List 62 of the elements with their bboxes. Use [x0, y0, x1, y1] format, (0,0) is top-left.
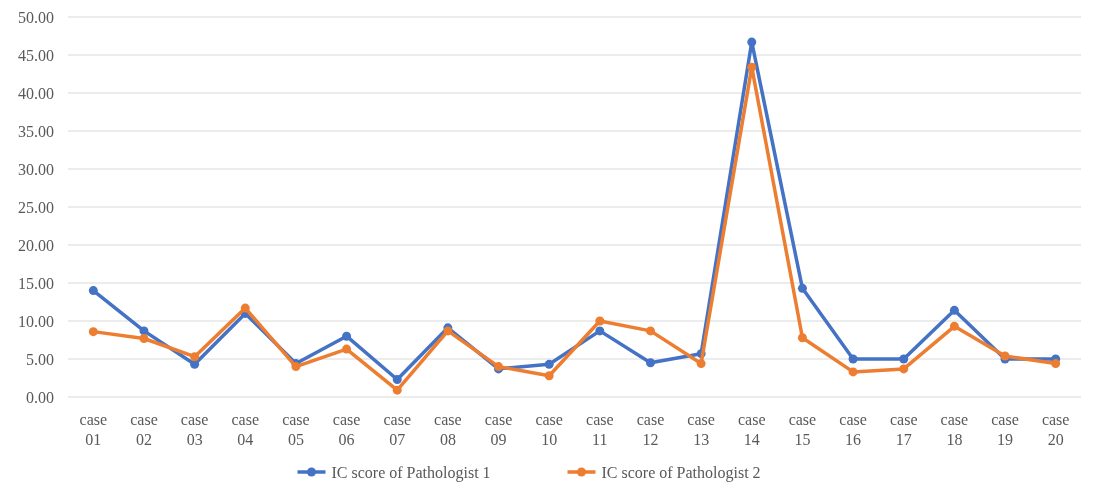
y-tick-label: 25.00 [18, 198, 54, 216]
y-tick-label: 20.00 [18, 236, 54, 254]
point [544, 371, 554, 381]
x-tick-label: case 13 [687, 411, 715, 448]
y-tick-label: 40.00 [18, 84, 54, 102]
x-tick-label: case 17 [889, 411, 918, 448]
point [544, 359, 554, 369]
point [949, 305, 959, 315]
y-tick-label: 0.00 [26, 388, 54, 406]
point [88, 327, 98, 337]
point [1051, 359, 1061, 369]
x-tick-label: case 05 [282, 411, 310, 448]
point [88, 286, 98, 296]
x-tick-label: case 18 [940, 411, 969, 448]
point [342, 344, 352, 354]
point [899, 364, 909, 374]
legend-label: IC score of Pathologist 2 [601, 463, 761, 482]
point [139, 333, 149, 343]
point [595, 326, 605, 336]
y-tick-label: 5.00 [26, 350, 54, 368]
x-tick-label: case 20 [1041, 411, 1070, 448]
point [190, 352, 200, 362]
point [848, 354, 858, 364]
y-tick-label: 10.00 [18, 312, 54, 330]
point [392, 385, 402, 395]
y-tick-label: 35.00 [18, 122, 54, 140]
point [645, 358, 655, 368]
point [848, 367, 858, 377]
y-tick-label: 30.00 [18, 160, 54, 178]
point [190, 359, 200, 369]
point [240, 303, 250, 313]
point [747, 62, 757, 72]
point [797, 283, 807, 293]
point [747, 37, 757, 47]
y-tick-label: 15.00 [18, 274, 54, 292]
point [696, 359, 706, 369]
x-tick-label: case 06 [332, 411, 361, 448]
y-tick-label: 50.00 [18, 8, 54, 26]
x-tick-label: case 09 [484, 411, 513, 448]
x-tick-label: case 02 [130, 411, 158, 448]
x-tick-label: case 07 [383, 411, 411, 448]
point [595, 316, 605, 326]
x-tick-label: case 01 [79, 411, 108, 448]
x-tick-label: case 19 [991, 411, 1019, 448]
x-tick-label: case 11 [586, 411, 614, 448]
point [392, 375, 402, 385]
x-tick-label: case 14 [738, 411, 766, 448]
x-tick-label: case 04 [231, 411, 260, 448]
point [797, 333, 807, 343]
x-tick-label: case 16 [839, 411, 867, 448]
x-tick-label: case 03 [180, 411, 209, 448]
x-tick-label: case 15 [788, 411, 817, 448]
point [139, 326, 149, 336]
point [949, 321, 959, 331]
x-tick-label: case 12 [636, 411, 665, 448]
legend-label: IC score of Pathologist 1 [331, 463, 491, 482]
x-tick-label: case 10 [535, 411, 563, 448]
x-tick-label: case 08 [434, 411, 462, 448]
point [899, 354, 909, 364]
point [645, 326, 655, 336]
point [342, 331, 352, 341]
y-tick-label: 45.00 [18, 46, 54, 64]
